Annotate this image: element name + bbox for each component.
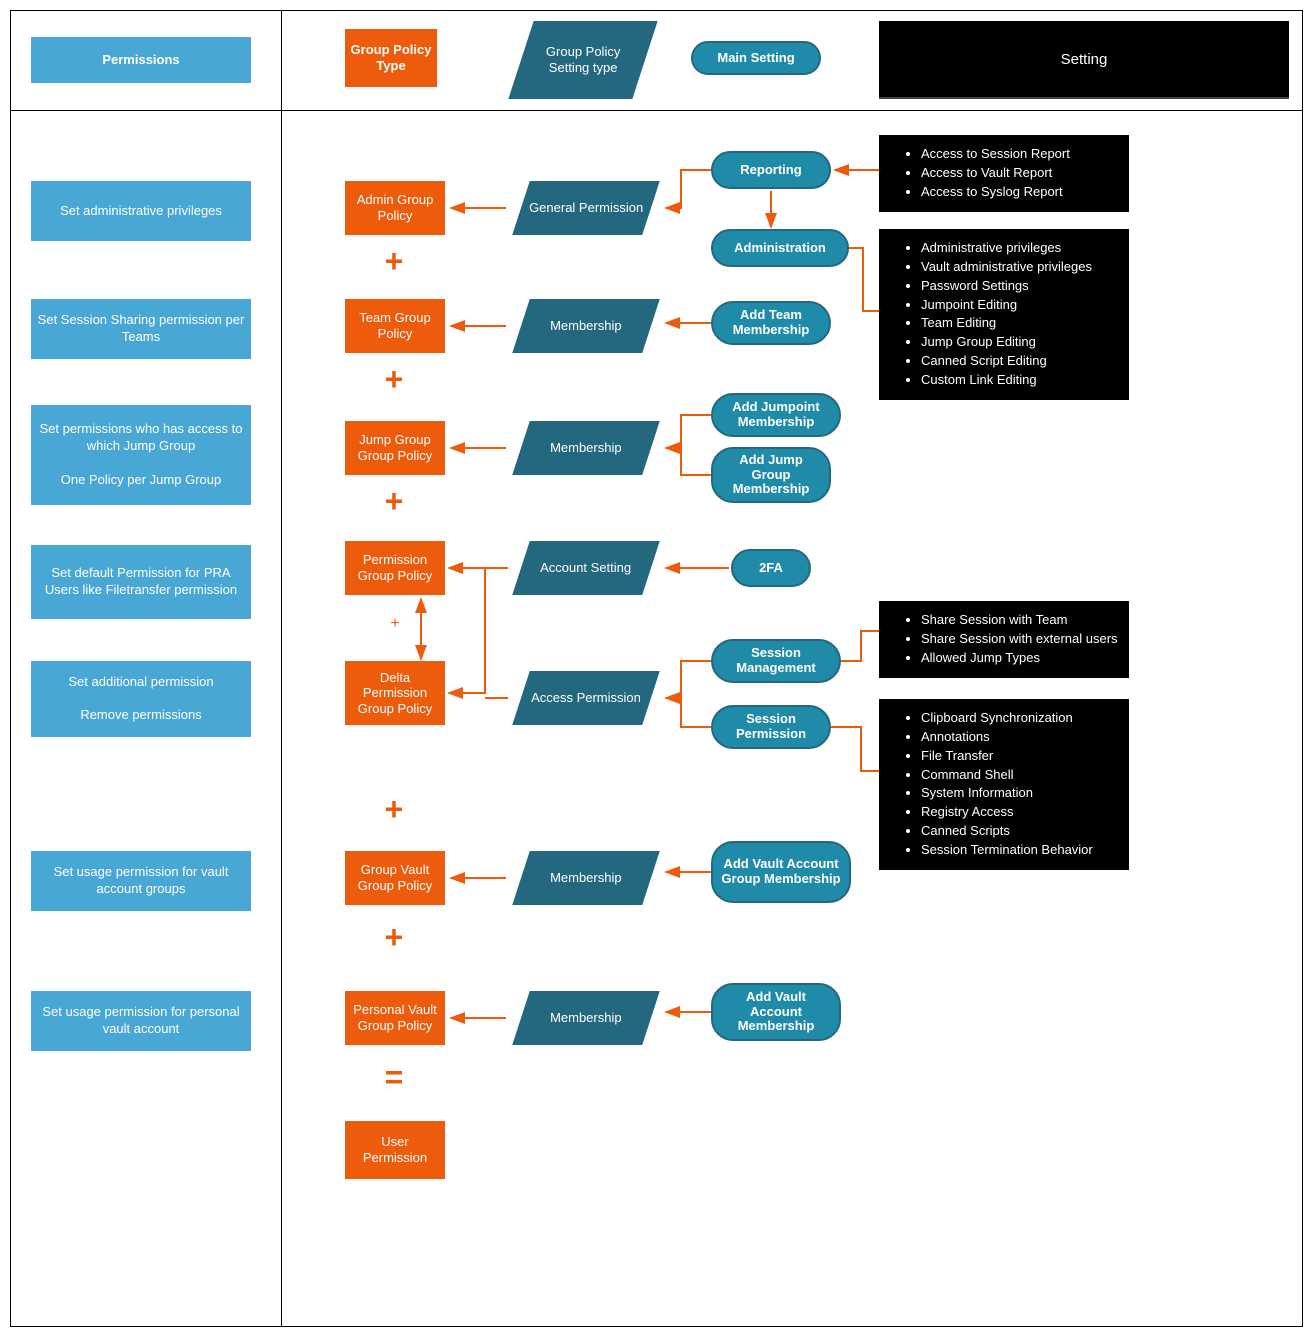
settings-session-mgmt-2: Allowed Jump Types: [921, 649, 1119, 668]
perm-vault-group-label: Set usage permission for vault account g…: [37, 864, 245, 898]
header-main-setting: Main Setting: [691, 41, 821, 75]
plus-2: +: [379, 361, 409, 398]
settings-administration-list: Administrative privileges Vault administ…: [907, 239, 1119, 390]
settings-administration-2: Password Settings: [921, 277, 1119, 296]
orange-delta: Delta Permission Group Policy: [345, 661, 445, 725]
settings-reporting-list: Access to Session Report Access to Vault…: [907, 145, 1119, 202]
pill-session-perm: Session Permission: [711, 705, 831, 749]
para-general: General Permission: [512, 181, 660, 235]
para-account-setting-label: Account Setting: [536, 556, 635, 580]
orange-perm: Permission Group Policy: [345, 541, 445, 595]
settings-session-perm-7: Session Termination Behavior: [921, 841, 1119, 860]
settings-administration-4: Team Editing: [921, 314, 1119, 333]
perm-delta: Set additional permission Remove permiss…: [31, 661, 251, 737]
diagram-container: Permissions Group Policy Type Group Poli…: [10, 10, 1303, 1327]
equals: =: [379, 1059, 409, 1096]
para-membership-3-label: Membership: [546, 866, 626, 890]
settings-session-perm-1: Annotations: [921, 728, 1119, 747]
plus-4: +: [379, 791, 409, 828]
perm-vault-personal: Set usage permission for personal vault …: [31, 991, 251, 1051]
perm-jump-label: Set permissions who has access to which …: [37, 421, 245, 489]
plus-5: +: [379, 919, 409, 956]
orange-jump: Jump Group Group Policy: [345, 421, 445, 475]
settings-session-perm-list: Clipboard Synchronization Annotations Fi…: [907, 709, 1119, 860]
pill-add-jumpgroup: Add Jump Group Membership: [711, 447, 831, 503]
orange-user-perm: User Permission: [345, 1121, 445, 1179]
para-membership-3: Membership: [512, 851, 660, 905]
header-group-policy-type: Group Policy Type: [345, 29, 437, 87]
header-group-policy-setting-type-label: Group Policy Setting type: [521, 40, 645, 79]
para-membership-1-label: Membership: [546, 314, 626, 338]
settings-administration-7: Custom Link Editing: [921, 371, 1119, 390]
pill-add-vault-acct: Add Vault Account Membership: [711, 983, 841, 1041]
settings-reporting: Access to Session Report Access to Vault…: [879, 135, 1129, 212]
settings-administration-3: Jumpoint Editing: [921, 296, 1119, 315]
para-membership-4-label: Membership: [546, 1006, 626, 1030]
perm-team-label: Set Session Sharing permission per Teams: [37, 312, 245, 346]
settings-session-perm-0: Clipboard Synchronization: [921, 709, 1119, 728]
settings-session-mgmt: Share Session with Team Share Session wi…: [879, 601, 1129, 678]
pill-reporting: Reporting: [711, 151, 831, 189]
plus-1: +: [379, 243, 409, 280]
para-membership-2-label: Membership: [546, 436, 626, 460]
orange-admin: Admin Group Policy: [345, 181, 445, 235]
settings-reporting-0: Access to Session Report: [921, 145, 1119, 164]
pill-2fa: 2FA: [731, 549, 811, 587]
orange-team: Team Group Policy: [345, 299, 445, 353]
orange-vault-personal: Personal Vault Group Policy: [345, 991, 445, 1045]
para-account-setting: Account Setting: [512, 541, 660, 595]
orange-vault-group: Group Vault Group Policy: [345, 851, 445, 905]
para-access-perm: Access Permission: [512, 671, 660, 725]
small-plus: +: [385, 615, 405, 633]
perm-admin-label: Set administrative privileges: [60, 203, 222, 220]
settings-session-perm-2: File Transfer: [921, 747, 1119, 766]
perm-admin: Set administrative privileges: [31, 181, 251, 241]
perm-delta-label: Set additional permission Remove permiss…: [68, 674, 213, 725]
settings-session-mgmt-list: Share Session with Team Share Session wi…: [907, 611, 1119, 668]
para-membership-4: Membership: [512, 991, 660, 1045]
pill-administration: Administration: [711, 229, 849, 267]
para-general-label: General Permission: [525, 196, 647, 220]
settings-session-perm-5: Registry Access: [921, 803, 1119, 822]
header-group-policy-setting-type: Group Policy Setting type: [508, 21, 657, 99]
perm-team: Set Session Sharing permission per Teams: [31, 299, 251, 359]
plus-3: +: [379, 483, 409, 520]
settings-reporting-2: Access to Syslog Report: [921, 183, 1119, 202]
pill-add-jumpoint: Add Jumpoint Membership: [711, 393, 841, 437]
settings-session-perm: Clipboard Synchronization Annotations Fi…: [879, 699, 1129, 870]
pill-add-team: Add Team Membership: [711, 301, 831, 345]
settings-session-perm-4: System Information: [921, 784, 1119, 803]
perm-vault-personal-label: Set usage permission for personal vault …: [37, 1004, 245, 1038]
pill-session-mgmt: Session Management: [711, 639, 841, 683]
settings-session-mgmt-0: Share Session with Team: [921, 611, 1119, 630]
perm-vault-group: Set usage permission for vault account g…: [31, 851, 251, 911]
settings-session-mgmt-1: Share Session with external users: [921, 630, 1119, 649]
perm-default-label: Set default Permission for PRA Users lik…: [37, 565, 245, 599]
settings-administration-6: Canned Script Editing: [921, 352, 1119, 371]
settings-administration-0: Administrative privileges: [921, 239, 1119, 258]
settings-administration-5: Jump Group Editing: [921, 333, 1119, 352]
perm-default: Set default Permission for PRA Users lik…: [31, 545, 251, 619]
settings-administration-1: Vault administrative privileges: [921, 258, 1119, 277]
header-permissions: Permissions: [31, 37, 251, 83]
para-access-perm-label: Access Permission: [527, 686, 645, 710]
para-membership-1: Membership: [512, 299, 660, 353]
left-column-divider: [281, 11, 282, 1326]
settings-administration: Administrative privileges Vault administ…: [879, 229, 1129, 400]
settings-reporting-1: Access to Vault Report: [921, 164, 1119, 183]
settings-session-perm-3: Command Shell: [921, 766, 1119, 785]
perm-jump: Set permissions who has access to which …: [31, 405, 251, 505]
para-membership-2: Membership: [512, 421, 660, 475]
pill-add-vault-group: Add Vault Account Group Membership: [711, 841, 851, 903]
header-setting: Setting: [879, 21, 1289, 99]
settings-session-perm-6: Canned Scripts: [921, 822, 1119, 841]
